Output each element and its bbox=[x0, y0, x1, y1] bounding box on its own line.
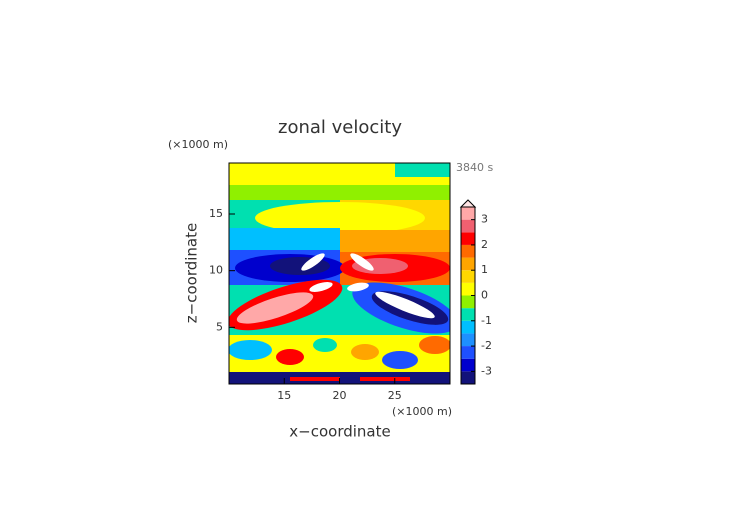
contour-region bbox=[347, 282, 369, 292]
y-tick-label: 10 bbox=[209, 264, 223, 277]
contour-region bbox=[351, 344, 379, 360]
colorbar-tick-label: 1 bbox=[481, 263, 488, 276]
colorbar-bin bbox=[461, 207, 475, 220]
contour-region bbox=[229, 340, 272, 360]
colorbar-bin bbox=[461, 282, 475, 296]
contour-region bbox=[419, 336, 450, 354]
colorbar-bin bbox=[461, 244, 475, 258]
colorbar-tick-label: -1 bbox=[481, 314, 492, 327]
colorbar-bin bbox=[461, 257, 475, 271]
y-tick-label: 5 bbox=[216, 320, 223, 333]
x-tick-label: 20 bbox=[333, 389, 347, 402]
y-axis-label: z−coordinate bbox=[183, 223, 201, 323]
colorbar-tick-label: -2 bbox=[481, 339, 492, 352]
x-axis-label: x−coordinate bbox=[289, 423, 390, 441]
colorbar-bin bbox=[461, 371, 475, 384]
colorbar-bin bbox=[461, 333, 475, 347]
contour-region bbox=[360, 377, 410, 381]
contour-field bbox=[229, 163, 450, 384]
colorbar-bin bbox=[461, 270, 475, 283]
colorbar-extend bbox=[459, 199, 477, 208]
colorbar-tick-label: 2 bbox=[481, 238, 488, 251]
colorbar-bin bbox=[461, 308, 475, 321]
chart-title: zonal velocity bbox=[278, 117, 402, 138]
y-unit-label: (×1000 m) bbox=[168, 138, 228, 151]
contour-region bbox=[290, 377, 340, 381]
colorbar-bin bbox=[461, 358, 475, 372]
contour-region bbox=[395, 163, 450, 177]
colorbar-tick-label: 3 bbox=[481, 213, 488, 226]
y-tick-label: 15 bbox=[209, 207, 223, 220]
contour-region bbox=[229, 228, 340, 253]
colorbar-bin bbox=[461, 219, 475, 233]
colorbar-bin bbox=[461, 295, 475, 309]
colorbar-bin bbox=[461, 232, 475, 245]
contour-region bbox=[301, 253, 325, 271]
colorbar-tick-label: -3 bbox=[481, 364, 492, 377]
colorbar-tick-label: 0 bbox=[481, 289, 488, 302]
contour-region bbox=[313, 338, 337, 352]
contour-region bbox=[382, 351, 418, 369]
time-label: 3840 s bbox=[456, 161, 493, 174]
contour-region bbox=[340, 230, 450, 255]
contour-region bbox=[375, 291, 435, 319]
colorbar-bin bbox=[461, 320, 475, 334]
contour-region bbox=[229, 163, 450, 185]
x-unit-label: (×1000 m) bbox=[392, 405, 452, 418]
contour-region bbox=[276, 349, 304, 365]
x-tick-label: 25 bbox=[388, 389, 402, 402]
contour-region bbox=[350, 253, 374, 271]
x-tick-label: 15 bbox=[277, 389, 291, 402]
contour-region bbox=[236, 292, 314, 324]
contour-region bbox=[255, 202, 425, 234]
contour-region bbox=[309, 282, 333, 292]
colorbar-bin bbox=[461, 346, 475, 359]
